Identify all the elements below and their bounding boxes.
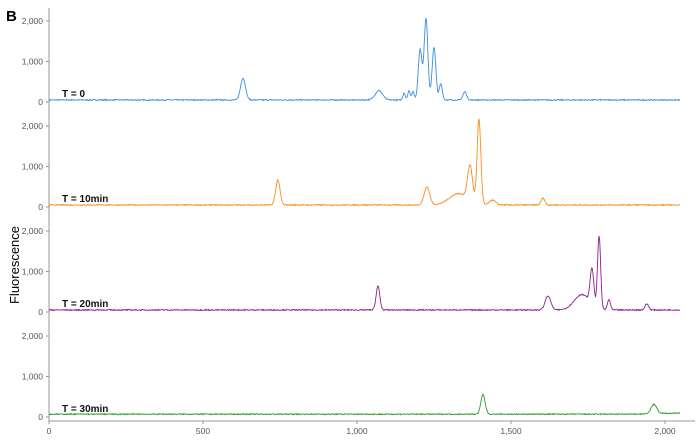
panel-0: 0 1,000 2,000 T = 0 (22, 16, 681, 107)
y-tick-label: 0 (38, 307, 43, 317)
y-tick-label: 0 (38, 202, 43, 212)
panel-1: 0 1,000 2,000 T = 10min (22, 118, 681, 212)
y-tick-label: 0 (38, 412, 43, 422)
figure-label: B (6, 8, 17, 25)
x-tick-label: 0 (47, 426, 52, 436)
y-axis-label: Fluorescence (7, 226, 22, 304)
y-tick-label: 2,000 (22, 121, 44, 131)
x-tick-label: 1,500 (500, 426, 522, 436)
x-axis: 0 500 1,000 1,500 2,000 (47, 420, 695, 436)
series-line-3 (48, 393, 681, 416)
x-tick-label: 2,000 (654, 426, 676, 436)
panel-label: T = 10min (62, 194, 108, 205)
panel-label: T = 30min (62, 404, 108, 415)
panel-2: 0 1,000 2,000 T = 20min (22, 226, 681, 317)
y-tick-label: 2,000 (22, 16, 44, 26)
x-tick-label: 500 (196, 426, 210, 436)
y-tick-label: 1,000 (22, 57, 44, 67)
panel-label: T = 0 (62, 89, 86, 100)
panel-3: 0 1,000 2,000 T = 30min (22, 331, 681, 422)
x-tick-label: 1,000 (346, 426, 368, 436)
y-tick-label: 1,000 (22, 372, 44, 382)
y-tick-label: 1,000 (22, 267, 44, 277)
series-line-0 (48, 17, 681, 102)
series-line-1 (48, 118, 681, 207)
series-line-2 (49, 236, 681, 312)
y-tick-label: 2,000 (22, 331, 44, 341)
y-tick-label: 2,000 (22, 226, 44, 236)
y-tick-label: 0 (38, 97, 43, 107)
panel-label: T = 20min (62, 299, 108, 310)
y-tick-label: 1,000 (22, 162, 44, 172)
